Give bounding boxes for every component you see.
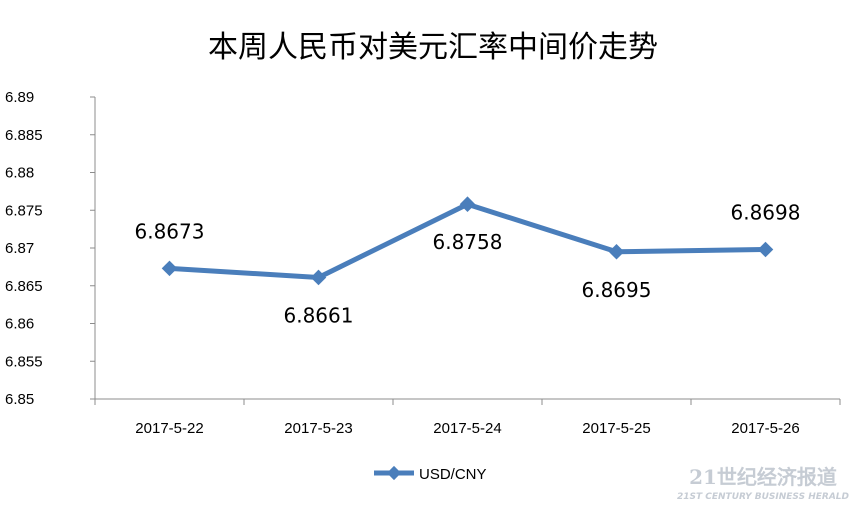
- data-label: 6.8698: [731, 201, 801, 225]
- y-tick-label: 6.85: [5, 391, 34, 408]
- data-point-marker: [459, 196, 476, 212]
- data-point-marker: [161, 260, 178, 277]
- y-tick-label: 6.865: [5, 278, 43, 295]
- data-label: 6.8673: [135, 219, 205, 243]
- y-tick-label: 6.87: [5, 240, 34, 257]
- data-label: 6.8695: [582, 278, 652, 302]
- x-tick-label: 2017-5-23: [284, 420, 352, 437]
- y-tick-label: 6.89: [5, 89, 34, 106]
- x-tick-label: 2017-5-24: [433, 420, 501, 437]
- x-tick-label: 2017-5-25: [582, 420, 650, 437]
- data-point-marker: [757, 241, 774, 258]
- y-tick-label: 6.88: [5, 165, 34, 182]
- y-tick-label: 6.855: [5, 353, 43, 370]
- y-tick-label: 6.86: [5, 316, 34, 333]
- data-label: 6.8758: [433, 230, 503, 254]
- legend-marker-usd-cny: [386, 465, 402, 481]
- y-tick-label: 6.885: [5, 127, 43, 144]
- x-tick-label: 2017-5-26: [731, 420, 799, 437]
- data-labels: 6.8673 6.8661 6.8758 6.8695 6.8698: [135, 201, 801, 328]
- legend-label-usd-cny: USD/CNY: [419, 466, 487, 483]
- legend: USD/CNY: [374, 465, 487, 483]
- chart-title: 本周人民币对美元汇率中间价走势: [208, 30, 658, 65]
- data-label: 6.8661: [284, 303, 354, 327]
- watermark-english: 21ST CENTURY BUSINESS HERALD: [677, 492, 850, 502]
- data-point-marker: [608, 243, 625, 260]
- y-tick-label: 6.875: [5, 202, 43, 219]
- y-axis-ticks: 6.85 6.855 6.86 6.865 6.87 6.875 6.88 6.885 6.89: [5, 89, 95, 408]
- x-tick-label: 2017-5-22: [135, 420, 203, 437]
- watermark: 21世纪经济报道 21ST CENTURY BUSINESS HERALD: [677, 465, 850, 502]
- watermark-chinese: 21世纪经济报道: [689, 465, 837, 489]
- x-axis-ticks: 2017-5-22 2017-5-23 2017-5-24 2017-5-25 2017…: [94, 399, 841, 437]
